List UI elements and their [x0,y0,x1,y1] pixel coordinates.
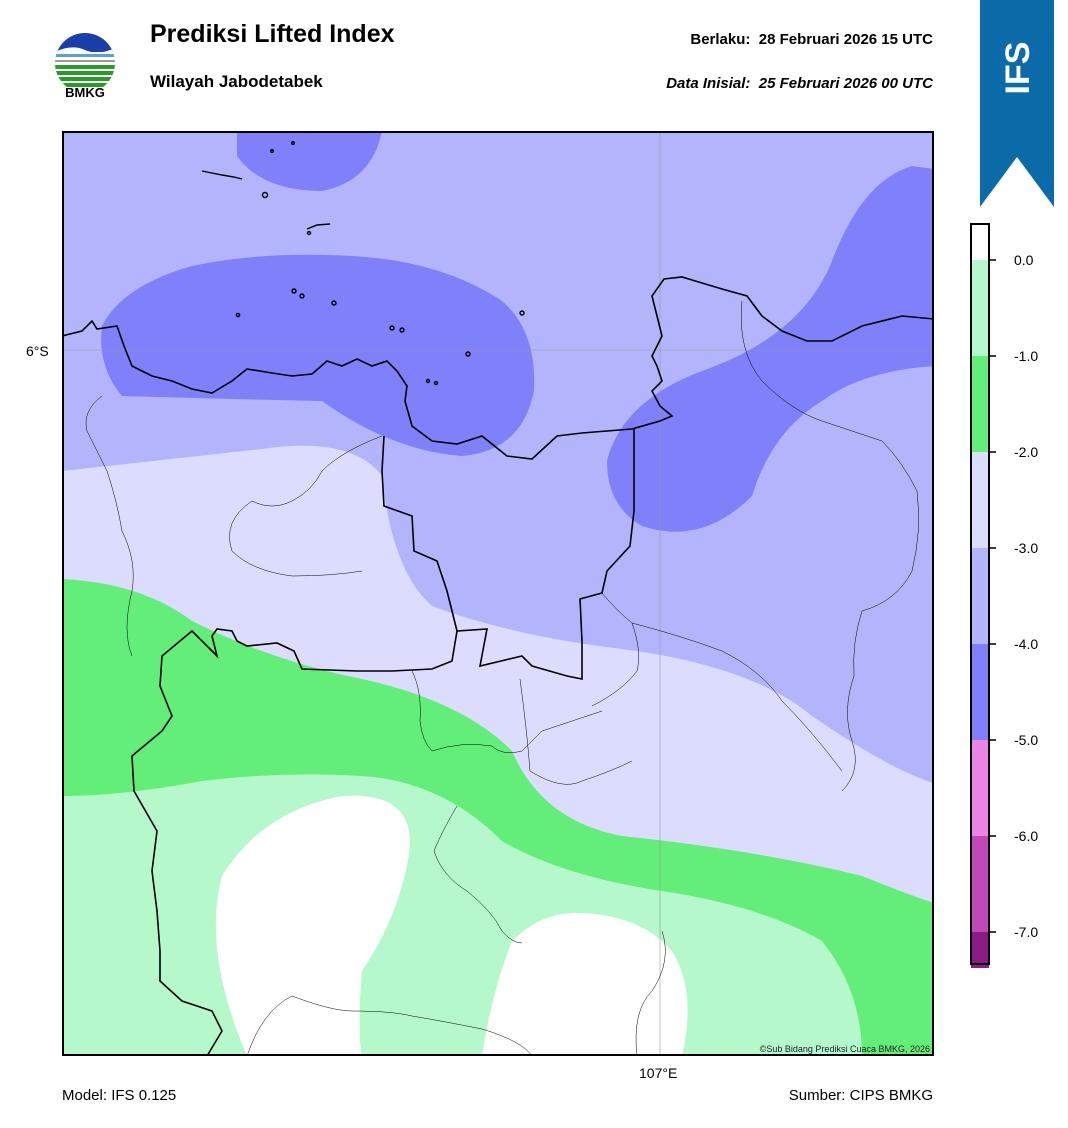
latitude-label: 6°S [26,343,49,359]
colorbar-frame [970,223,990,965]
model-label: Model: IFS 0.125 [62,1087,177,1104]
colorbar-bin [971,932,989,968]
field-minus4-to-minus5-coast [101,254,535,456]
page-title: Prediksi Lifted Index [150,20,395,48]
field-above-0-south [482,912,688,1056]
map-credit: ©Sub Bidang Prediksi Cuaca BMKG, 2026 [760,1044,930,1054]
colorbar-bin [971,260,989,356]
colorbar-bin [971,644,989,740]
ifs-banner: IFS [980,0,1054,207]
init-label: Data Inisial: [666,75,751,92]
colorbar-bin [971,548,989,644]
longitude-label: 107°E [639,1065,678,1081]
valid-label: Berlaku: [690,31,751,48]
colorbar-bin [971,224,989,260]
map-frame [62,131,934,1056]
page-subtitle: Wilayah Jabodetabek [150,72,323,91]
init-time: 25 Februari 2026 00 UTC [758,75,933,92]
colorbar-tick-label: -4.0 [1014,636,1038,652]
colorbar-bin [971,356,989,452]
colorbar-bin [971,740,989,836]
colorbar-tick-label: -3.0 [1014,540,1038,556]
logo-text: BMKG [65,85,105,100]
jakarta-border [381,429,635,680]
lifted-index-map: ©Sub Bidang Prediksi Cuaca BMKG, 2026 [62,131,934,1056]
banten-west-java-border [131,628,458,1056]
regency-boundaries [85,300,919,1056]
kepulauan-seribu-islands [201,140,525,386]
ifs-banner-text: IFS [999,42,1037,95]
bmkg-logo-icon [55,33,115,87]
colorbar-bin [971,836,989,932]
valid-time-line: Berlaku: 28 Februari 2026 15 UTC [690,31,933,48]
colorbar-tick-label: -7.0 [1014,924,1038,940]
colorbar-tick-label: -2.0 [1014,444,1038,460]
init-time-line: Data Inisial: 25 Februari 2026 00 UTC [666,75,933,92]
field-minus4-to-minus5-north [237,131,382,191]
colorbar-bin [971,452,989,548]
field-above-0-west [215,795,411,1056]
colorbar-tick-label: -6.0 [1014,828,1038,844]
source-label: Sumber: CIPS BMKG [788,1087,933,1104]
north-coastline [62,276,934,460]
field-minus4-to-minus5-east [607,166,934,532]
colorbar-tick-label: -1.0 [1014,348,1038,364]
colorbar-legend: 0.0 -1.0 -2.0 -3.0 -4.0 -5.0 -6.0 -7.0 [970,223,1038,968]
colorbar-tick-label: 0.0 [1014,252,1034,268]
valid-time: 28 Februari 2026 15 UTC [758,31,933,48]
colorbar-tick-label: -5.0 [1014,732,1038,748]
